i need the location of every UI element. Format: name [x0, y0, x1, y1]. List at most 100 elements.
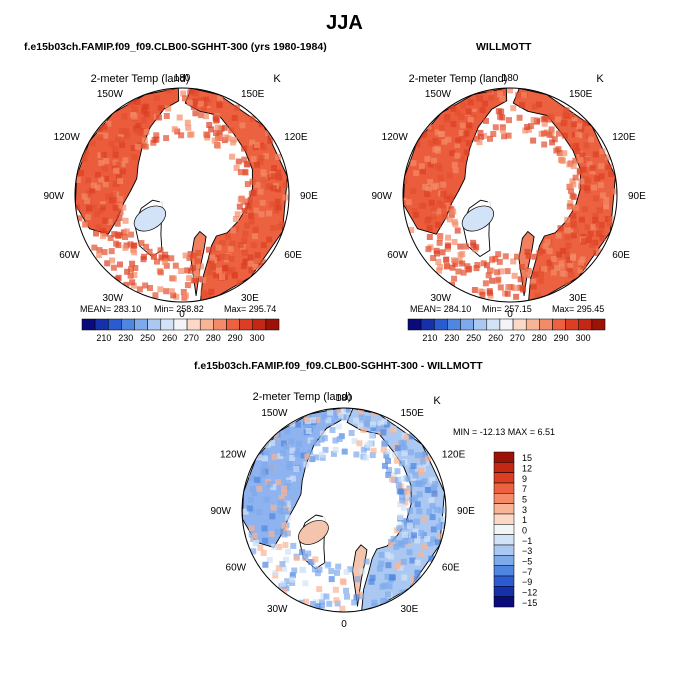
panel-3-field: 2-meter Temp (land) — [253, 391, 352, 403]
panel-2-min: Min= 257.15 — [482, 304, 532, 314]
lon-label-60e: 60E — [442, 563, 460, 574]
colorbar-label: 280 — [532, 333, 547, 343]
colorbar-label: 260 — [162, 333, 177, 343]
colorbar-swatch — [94, 318, 109, 331]
lon-label-60e: 60E — [284, 250, 302, 261]
lon-label-90e: 90E — [300, 191, 318, 202]
colorbar-swatch — [147, 318, 162, 331]
lon-label-60w: 60W — [387, 250, 408, 261]
colorbar-swatch — [512, 318, 527, 331]
colorbar-label: 280 — [206, 333, 221, 343]
lon-label-30e: 30E — [401, 604, 419, 615]
lon-label-120e: 120E — [612, 132, 636, 143]
panel-1-units: K — [273, 73, 281, 85]
lon-label-150w: 150W — [425, 89, 452, 100]
colorbar-swatch — [539, 318, 553, 331]
colorbar-swatch — [493, 493, 515, 504]
lon-label-30e: 30E — [241, 293, 259, 304]
colorbar-label: 5 — [522, 495, 527, 505]
colorbar-label: 260 — [488, 333, 503, 343]
colorbar-swatch — [493, 586, 515, 597]
colorbar-label: 210 — [96, 333, 111, 343]
lon-label-150w: 150W — [261, 408, 288, 419]
colorbar-label: −1 — [522, 536, 532, 546]
lon-label-60e: 60E — [612, 250, 630, 261]
panel-1-title: f.e15b03ch.FAMIP.f09_f09.CLB00-SGHHT-300… — [24, 41, 327, 53]
colorbar-swatch — [493, 503, 515, 515]
colorbar-swatch — [565, 318, 579, 331]
colorbar-swatch — [493, 596, 515, 608]
colorbar-label: −15 — [522, 598, 537, 608]
colorbar-label: 250 — [140, 333, 155, 343]
lon-label-60w: 60W — [226, 563, 247, 574]
colorbar-label: 230 — [118, 333, 133, 343]
panel-2-max: Max= 295.45 — [552, 304, 604, 314]
colorbar-swatch — [493, 513, 515, 525]
colorbar-swatch — [173, 318, 188, 331]
panel-2-mean: MEAN= 284.10 — [410, 304, 471, 314]
lon-label-120w: 120W — [382, 132, 409, 143]
map-2: 180 150E 120E 90E 60E 30E 0 30W 60W 90W 120W 150W — [371, 73, 646, 320]
colorbar-swatch — [591, 318, 606, 331]
panel-2-units: K — [596, 73, 604, 85]
panel-2-title: WILLMOTT — [476, 41, 532, 53]
colorbar-swatch — [486, 318, 501, 331]
colorbar-label: 270 — [184, 333, 199, 343]
colorbar-label: 1 — [522, 515, 527, 525]
colorbar-swatch — [226, 318, 240, 331]
panel-3-minmax: MIN = -12.13 MAX = 6.51 — [453, 427, 555, 437]
colorbar-label: −12 — [522, 588, 537, 598]
lon-label-30w: 30W — [430, 293, 451, 304]
colorbar-label: 290 — [228, 333, 243, 343]
main-title: JJA — [326, 12, 363, 34]
lon-label-0: 0 — [179, 309, 185, 320]
colorbar-swatch — [160, 318, 175, 331]
colorbar-label: −9 — [522, 577, 532, 587]
colorbar-swatch — [252, 318, 267, 331]
colorbar-label: 290 — [554, 333, 569, 343]
lon-label-0: 0 — [341, 619, 347, 630]
panel-2-field: 2-meter Temp (land) — [409, 73, 508, 85]
colorbar-swatch — [493, 575, 515, 587]
lon-label-30w: 30W — [102, 293, 123, 304]
colorbar-swatch — [493, 472, 515, 484]
lon-label-120e: 120E — [442, 450, 466, 461]
colorbar-label: 12 — [522, 464, 532, 474]
lon-label-30e: 30E — [569, 293, 587, 304]
lon-label-180: 180 — [174, 73, 191, 84]
colorbar-swatch — [473, 318, 488, 331]
colorbar-label: 3 — [522, 505, 527, 515]
colorbar-label: 7 — [522, 484, 527, 494]
lon-label-120w: 120W — [54, 132, 81, 143]
colorbar-swatch — [493, 524, 515, 535]
colorbar-swatch — [447, 318, 461, 331]
panel-1-field: 2-meter Temp (land) — [91, 73, 190, 85]
colorbar-label: 9 — [522, 474, 527, 484]
colorbar-swatch — [134, 318, 148, 331]
panel-1-mean: MEAN= 283.10 — [80, 304, 141, 314]
colorbar-swatch — [493, 462, 515, 473]
lon-label-90w: 90W — [210, 506, 231, 517]
colorbar-label: −7 — [522, 567, 532, 577]
colorbar-swatch — [239, 318, 253, 331]
lon-label-120e: 120E — [284, 132, 308, 143]
lon-label-180: 180 — [336, 393, 353, 404]
panel-3-title: f.e15b03ch.FAMIP.f09_f09.CLB00-SGHHT-300… — [194, 360, 483, 372]
panel-1-min: Min= 258.82 — [154, 304, 204, 314]
colorbar-label: −3 — [522, 546, 532, 556]
colorbar-swatch — [434, 318, 448, 331]
colorbar-swatch — [265, 318, 280, 331]
colorbar-label: 0 — [522, 526, 527, 536]
colorbar-swatch — [81, 318, 96, 331]
colorbar-label: 300 — [250, 333, 265, 343]
colorbar-swatch — [493, 451, 515, 463]
colorbar-label: 230 — [444, 333, 459, 343]
colorbar-swatch — [499, 318, 514, 331]
lon-label-180: 180 — [502, 73, 519, 84]
colorbar-label: 250 — [466, 333, 481, 343]
colorbar-label: 300 — [576, 333, 591, 343]
colorbar-swatch — [186, 318, 201, 331]
colorbar-label: −5 — [522, 557, 532, 567]
